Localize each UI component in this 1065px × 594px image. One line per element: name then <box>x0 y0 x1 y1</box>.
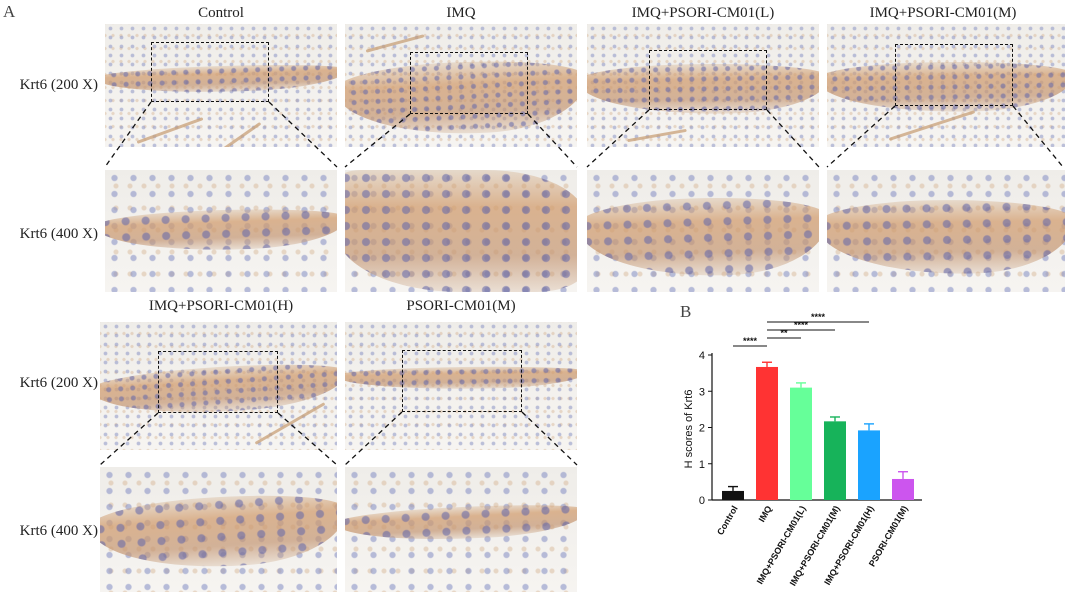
chart-axes: 0 1 2 3 4 <box>699 350 922 507</box>
significance-label: **** <box>811 312 826 322</box>
zoom-region-box <box>158 351 278 413</box>
row-label-400x-bottom: Krt6 (400 X) <box>19 523 98 539</box>
bar-6 <box>892 478 914 500</box>
y-tick-label: 4 <box>699 350 705 362</box>
chart-significance-brackets: ************** <box>733 312 869 347</box>
column-title-imq: IMQ <box>446 5 476 21</box>
zoom-region-box <box>649 50 767 110</box>
bar-5 <box>858 430 880 500</box>
bar-2 <box>756 366 778 500</box>
micrograph-imq-psori-m-400x <box>827 170 1065 292</box>
column-title-psori-m: PSORI-CM01(M) <box>406 298 516 314</box>
chart-y-axis-label: H scores of Krt6 <box>683 390 695 469</box>
micrograph-imq-psori-h-400x <box>100 467 337 592</box>
column-title-imq-psori-h: IMQ+PSORI-CM01(H) <box>148 298 294 314</box>
zoom-region-box <box>402 350 522 412</box>
micrograph-control-400x <box>105 170 337 292</box>
zoom-region-box <box>151 42 269 102</box>
row-label-200x-bottom: Krt6 (200 X) <box>19 375 98 391</box>
micrograph-imq-200x <box>345 24 577 147</box>
panel-b-label: B <box>680 302 692 321</box>
y-tick-label: 1 <box>699 459 705 471</box>
row-label-400x-top: Krt6 (400 X) <box>19 226 98 242</box>
micrograph-imq-psori-l-200x <box>587 24 819 147</box>
micrograph-imq-psori-l-400x <box>587 170 819 292</box>
x-tick-label-1: Control <box>715 504 740 537</box>
significance-label: ** <box>780 328 788 338</box>
micrograph-imq-psori-h-200x <box>100 322 337 450</box>
y-tick-label: 2 <box>699 423 705 435</box>
row-label-200x-top: Krt6 (200 X) <box>19 77 98 93</box>
micrograph-imq-psori-m-200x <box>827 24 1065 147</box>
y-tick-label: 3 <box>699 386 705 398</box>
zoom-region-box <box>410 52 528 114</box>
bar-1 <box>722 490 744 500</box>
x-tick-label-6: PSORI-CM01(M) <box>867 504 910 568</box>
panel-a-label: A <box>3 2 16 21</box>
bar-4 <box>824 421 846 500</box>
micrograph-psori-m-200x <box>345 322 577 450</box>
x-tick-label-2: IMQ <box>757 504 774 524</box>
micrograph-control-200x <box>105 24 337 147</box>
bar-3 <box>790 387 812 500</box>
column-title-imq-psori-l: IMQ+PSORI-CM01(L) <box>631 5 775 21</box>
column-title-imq-psori-m: IMQ+PSORI-CM01(M) <box>869 5 1017 21</box>
zoom-region-box <box>895 44 1013 106</box>
micrograph-psori-m-400x <box>345 467 577 592</box>
micrograph-imq-400x <box>345 170 577 292</box>
column-title-control: Control <box>198 5 244 21</box>
chart-x-tick-labels: Control IMQIMQ+PSORI-CM01(L)IMQ+PSORI-CM0… <box>715 504 910 588</box>
significance-label: **** <box>794 320 809 330</box>
significance-label: **** <box>743 336 758 346</box>
y-tick-label: 0 <box>699 495 705 507</box>
chart-bars <box>722 361 914 500</box>
